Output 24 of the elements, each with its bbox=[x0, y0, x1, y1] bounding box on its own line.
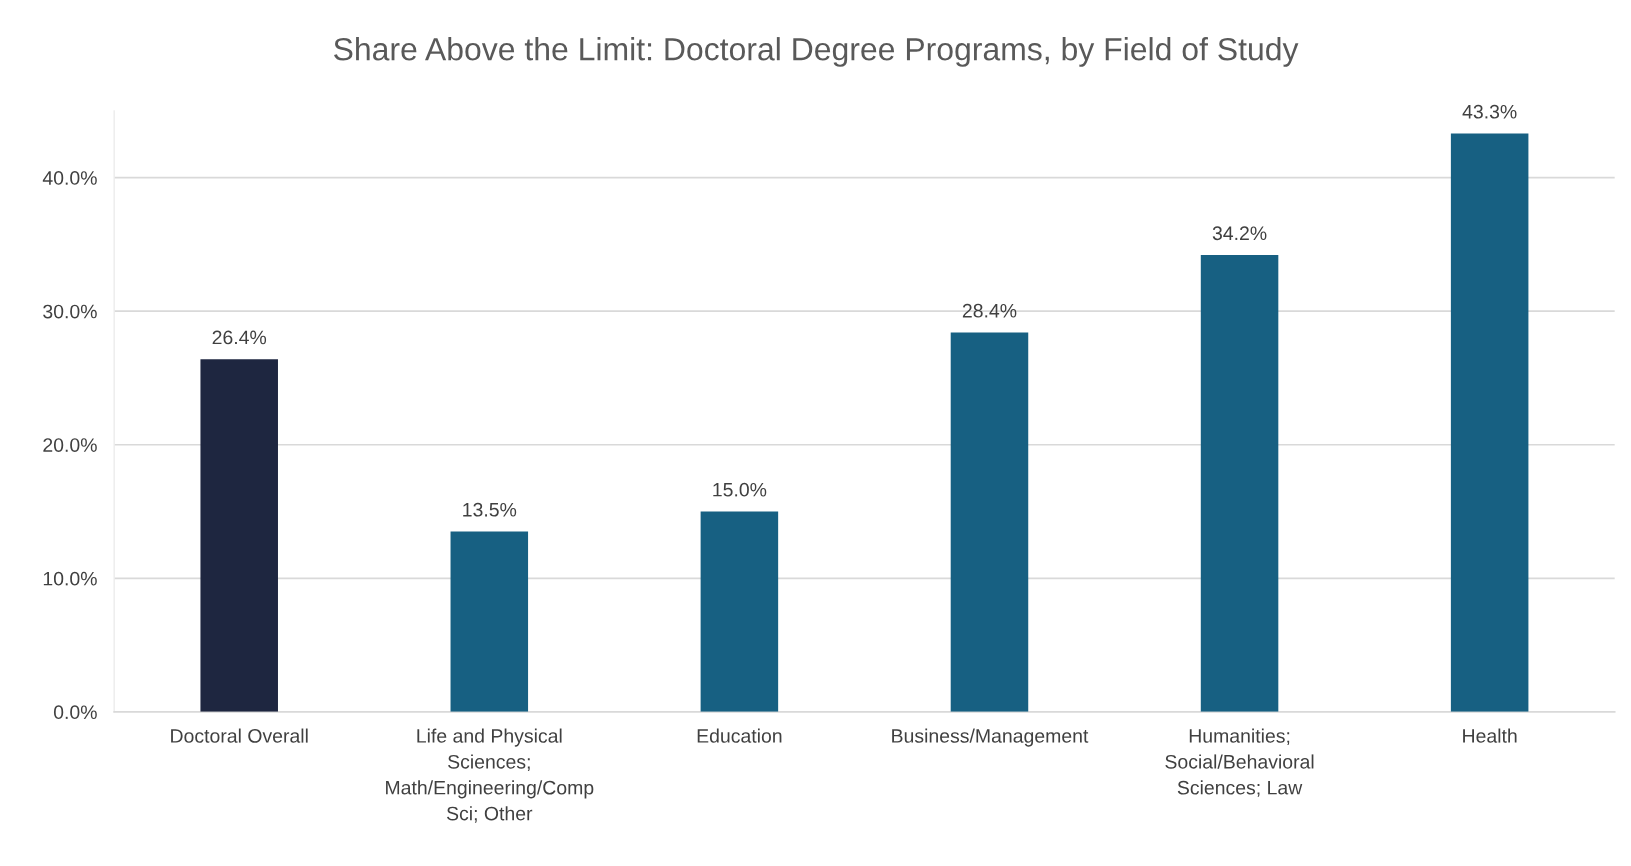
data-label: 43.3% bbox=[1462, 104, 1517, 119]
bar bbox=[200, 359, 278, 712]
data-label: 34.2% bbox=[1212, 226, 1267, 241]
x-tick-label: Health bbox=[1463, 728, 1517, 743]
y-tick-label: 40.0% bbox=[42, 171, 97, 185]
data-label: 15.0% bbox=[713, 482, 767, 497]
bar bbox=[1200, 255, 1279, 712]
chart-title: Share Above the Limit: Doctoral Degree Programs, by Field of Study bbox=[334, 37, 1299, 67]
x-tick-label: Life and Physical Sciences; Math/Engineering/Comp Sci; Other bbox=[386, 728, 594, 823]
data-label: 13.5% bbox=[463, 502, 517, 517]
x-tick-label: Education bbox=[697, 728, 782, 743]
y-tick-label: 10.0% bbox=[43, 571, 97, 586]
bar bbox=[700, 511, 779, 712]
bar bbox=[1450, 133, 1529, 712]
y-tick-label: 30.0% bbox=[43, 304, 97, 319]
x-tick-label: Doctoral Overall bbox=[171, 728, 308, 743]
y-tick-label: 20.0% bbox=[43, 438, 97, 452]
bar bbox=[950, 332, 1029, 712]
y-tick-label: 0.0% bbox=[53, 705, 97, 720]
data-label: 28.4% bbox=[962, 303, 1017, 318]
x-tick-label: Business/Management bbox=[892, 728, 1089, 747]
x-tick-label: Humanities; Social/Behavioral Sciences; Law bbox=[1165, 728, 1314, 797]
bar bbox=[450, 531, 529, 712]
data-label: 26.4% bbox=[212, 330, 267, 345]
